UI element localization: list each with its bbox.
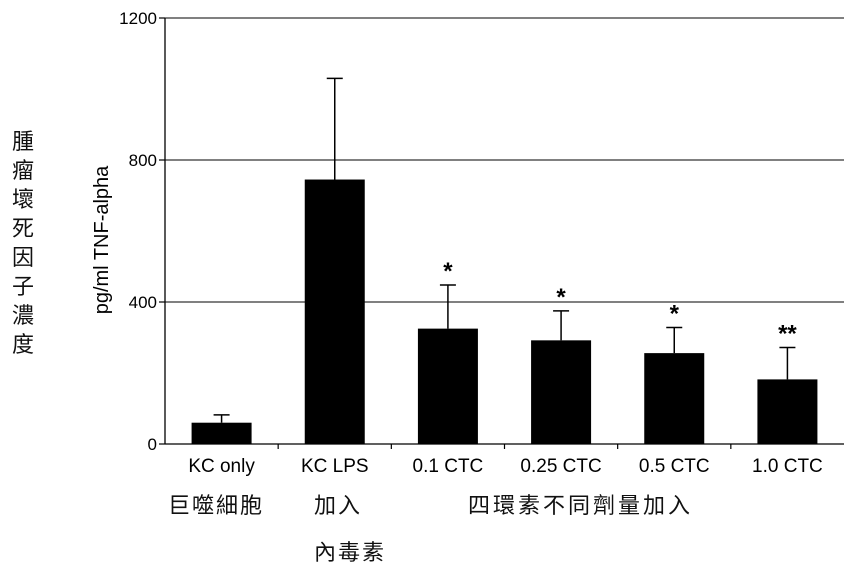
y-title-char: 壞 [11, 188, 34, 213]
y-tick-label: 400 [129, 293, 157, 312]
bar [191, 422, 252, 444]
y-title-char: 因 [11, 246, 34, 271]
y-tick-label: 800 [129, 151, 157, 170]
significance-mark: * [556, 284, 566, 311]
label-endotoxin: 內毒素 [314, 541, 387, 566]
significance-mark: * [670, 301, 680, 328]
y-axis-title: pg/ml TNF-alpha [91, 165, 113, 314]
x-tick-label: 1.0 CTC [752, 456, 823, 477]
y-title-char: 死 [11, 217, 34, 242]
y-tick-label: 1200 [119, 9, 157, 28]
significance-mark: * [443, 258, 453, 285]
chinese-y-title: 腫瘤壞死因子濃度 [6, 128, 40, 360]
y-tick-label: 0 [148, 435, 157, 454]
bar [757, 379, 818, 444]
label-macrophage: 巨噬細胞 [168, 494, 265, 519]
y-title-char: 度 [11, 333, 34, 358]
x-tick-label: 0.1 CTC [413, 456, 484, 477]
bar [531, 340, 592, 444]
y-title-char: 濃 [11, 304, 34, 329]
bar [644, 353, 705, 444]
x-tick-label: 0.5 CTC [639, 456, 710, 477]
label-add: 加入 [314, 494, 363, 519]
y-title-char: 子 [11, 275, 34, 300]
label-tetracycline-doses: 四環素不同劑量加入 [468, 494, 694, 519]
x-tick-label: 0.25 CTC [520, 456, 601, 477]
bar [304, 179, 365, 444]
x-tick-label: KC LPS [301, 456, 369, 477]
y-title-char: 瘤 [11, 159, 34, 184]
bar [417, 328, 478, 444]
significance-mark: ** [778, 320, 797, 347]
x-tick-label: KC only [188, 456, 255, 477]
y-title-char: 腫 [11, 130, 34, 155]
